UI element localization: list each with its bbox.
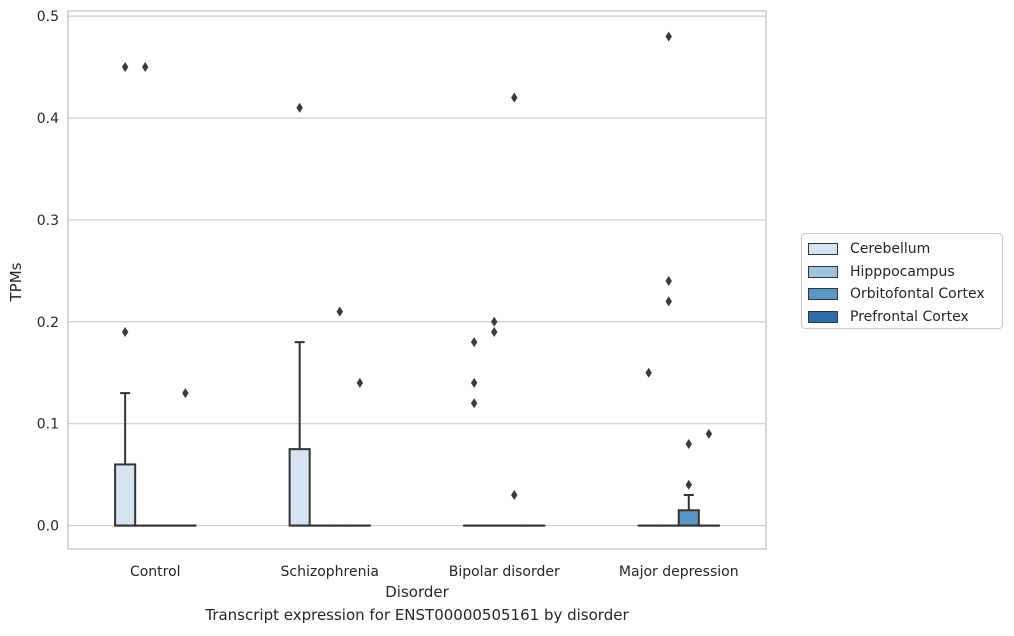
y-tick-label: 0.0: [37, 519, 59, 535]
x-tick-label: Major depression: [619, 564, 739, 580]
outlier-point: [685, 439, 692, 450]
y-tick-label: 0.1: [37, 417, 59, 433]
legend: Cerebellum Hipppocampus Orbitofontal Cor…: [801, 233, 1003, 329]
outlier-point: [491, 326, 498, 337]
outlier-point: [665, 276, 672, 287]
legend-label: Prefrontal Cortex: [850, 308, 969, 325]
legend-label: Cerebellum: [850, 241, 931, 258]
y-axis-label: TPMs: [7, 262, 25, 302]
outlier-point: [491, 316, 498, 327]
legend-item: Prefrontal Cortex: [808, 306, 1002, 329]
x-tick-label: Schizophrenia: [281, 564, 379, 580]
y-tick-labels: 0.0 0.1 0.2 0.3 0.4 0.5: [37, 9, 59, 534]
x-tick-label: Bipolar disorder: [449, 564, 560, 580]
y-tick-label: 0.4: [37, 111, 59, 127]
outlier-point: [296, 102, 303, 113]
y-tick-label: 0.2: [37, 315, 59, 331]
box-body: [114, 463, 137, 527]
plot-frame: [67, 10, 767, 550]
outlier-point: [470, 337, 478, 348]
y-tick-label: 0.3: [37, 213, 59, 229]
legend-item: Orbitofontal Cortex: [808, 283, 1002, 306]
outlier-point: [705, 428, 713, 439]
x-axis-label: Disorder: [385, 583, 449, 601]
legend-item: Cerebellum: [808, 238, 1002, 261]
outlier-point: [470, 398, 478, 409]
box-layer: [114, 341, 720, 527]
outlier-layer: [121, 31, 713, 500]
grid-lines: [68, 15, 766, 527]
legend-swatch: [808, 243, 838, 256]
outlier-point: [356, 377, 364, 388]
outlier-point: [121, 62, 129, 73]
legend-swatch: [808, 288, 838, 301]
legend-swatch: [808, 310, 838, 323]
outlier-point: [685, 479, 692, 490]
outlier-point: [511, 489, 518, 500]
outlier-point: [665, 31, 672, 42]
outlier-point: [142, 62, 149, 73]
outlier-point: [470, 377, 478, 388]
outlier-point: [336, 306, 343, 317]
x-tick-labels: Control Schizophrenia Bipolar disorder Majo…: [130, 564, 739, 580]
outlier-point: [645, 367, 652, 378]
outlier-point: [511, 92, 518, 103]
outlier-point: [121, 326, 129, 337]
outlier-point: [182, 388, 189, 399]
figure-caption: Transcript expression for ENST0000050516…: [205, 606, 629, 624]
y-tick-label: 0.5: [37, 9, 59, 25]
box-body: [677, 509, 700, 527]
box-body: [288, 448, 311, 527]
legend-item: Hipppocampus: [808, 261, 1002, 284]
legend-swatch: [808, 265, 838, 278]
legend-label: Hipppocampus: [850, 263, 955, 280]
outlier-point: [665, 296, 672, 307]
x-tick-label: Control: [130, 564, 181, 580]
legend-label: Orbitofontal Cortex: [850, 286, 985, 303]
